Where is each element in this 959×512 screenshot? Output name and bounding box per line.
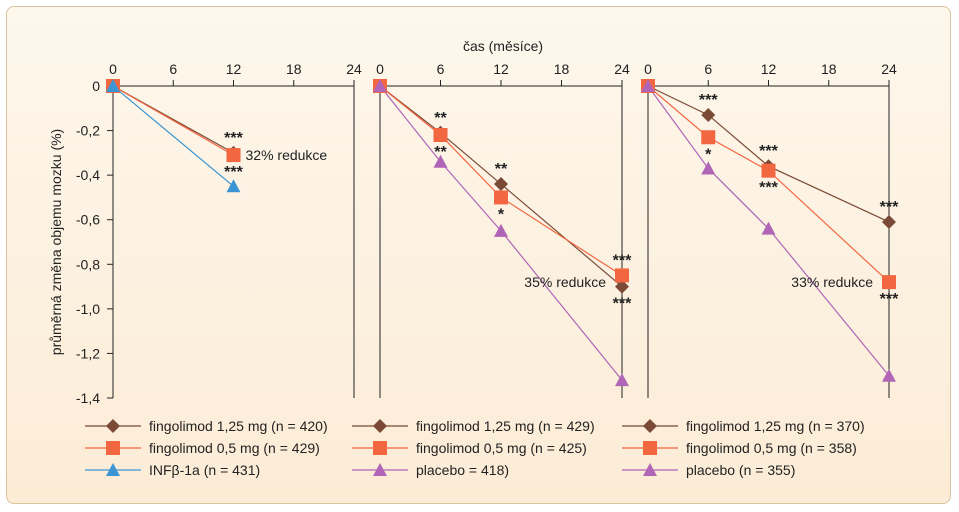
x-tick-label: 12 (226, 61, 242, 77)
y-tick-label: -0,8 (76, 256, 100, 272)
legend-marker (106, 441, 120, 455)
series-line (112, 85, 234, 187)
chart-frame (6, 6, 951, 504)
significance-label: *** (224, 130, 243, 147)
legend-marker (373, 419, 387, 433)
legend-marker (106, 463, 120, 476)
x-tick-label: 6 (437, 61, 445, 77)
data-point (701, 161, 716, 175)
x-tick-label: 18 (286, 61, 302, 77)
data-point (761, 221, 776, 235)
series-line (379, 85, 623, 276)
data-point (494, 190, 508, 205)
data-point (761, 163, 776, 178)
significance-label: *** (759, 143, 778, 160)
x-tick-label: 12 (761, 61, 777, 77)
significance-label: *** (759, 180, 778, 197)
reduction-annotation: 32% redukce (246, 147, 328, 163)
x-tick-label: 24 (346, 61, 362, 77)
legend-marker (373, 463, 387, 476)
series-line (379, 85, 623, 381)
significance-label: ** (434, 110, 447, 127)
significance-label: ** (495, 161, 508, 178)
significance-label: * (705, 146, 712, 163)
data-point (373, 79, 387, 92)
data-point (701, 130, 716, 145)
series-line (647, 85, 890, 283)
legend-entry: fingolimod 1,25 mg (n = 370) (686, 418, 865, 434)
reduction-annotation: 33% redukce (791, 274, 873, 290)
x-tick-label: 24 (614, 61, 630, 77)
data-point (882, 368, 896, 382)
legend-entry: placebo (n = 355) (686, 462, 795, 478)
x-tick-label: 24 (881, 61, 897, 77)
x-tick-label: 18 (554, 61, 570, 77)
data-point (433, 154, 448, 168)
reduction-annotation: 35% redukce (524, 274, 606, 290)
data-point (226, 148, 241, 163)
legend-marker (643, 463, 657, 476)
significance-label: *** (613, 296, 632, 313)
series-line (647, 85, 890, 377)
significance-label: *** (880, 291, 899, 308)
x-tick-label: 6 (704, 61, 712, 77)
legend-entry: fingolimod 1,25 mg (n = 429) (416, 418, 595, 434)
data-point (433, 128, 448, 143)
y-tick-label: -0,4 (76, 167, 100, 183)
y-axis-label: průměrná změna objemu mozku (%) (48, 129, 64, 355)
legend-marker (373, 441, 387, 455)
series-line (379, 85, 623, 288)
data-point (494, 223, 508, 237)
significance-label: ** (434, 144, 447, 161)
legend-marker (106, 419, 120, 433)
x-tick-label: 0 (109, 61, 117, 77)
data-point (882, 275, 896, 290)
significance-label: *** (224, 164, 243, 181)
legend-entry: fingolimod 1,25 mg (n = 420) (149, 418, 328, 434)
x-tick-label: 6 (169, 61, 177, 77)
y-tick-label: -0,6 (76, 212, 100, 228)
data-point (641, 79, 655, 92)
y-tick-label: -1,0 (76, 301, 100, 317)
legend-entry: fingolimod 0,5 mg (n = 425) (416, 440, 587, 456)
data-point (106, 79, 120, 92)
series-line (647, 85, 890, 223)
legend-entry: fingolimod 0,5 mg (n = 358) (686, 440, 857, 456)
significance-label: * (498, 206, 505, 223)
x-tick-label: 18 (821, 61, 837, 77)
x-tick-label: 0 (644, 61, 652, 77)
data-point (494, 177, 508, 192)
significance-label: *** (880, 199, 899, 216)
y-tick-label: 0 (92, 78, 100, 94)
series-line (112, 85, 234, 156)
legend-marker (643, 441, 657, 455)
legend-entry: placebo = 418) (416, 462, 509, 478)
data-point (226, 179, 241, 193)
x-tick-label: 0 (376, 61, 384, 77)
x-tick-label: 12 (493, 61, 509, 77)
y-tick-label: -1,2 (76, 345, 100, 361)
significance-label: *** (699, 92, 718, 109)
data-point (882, 214, 896, 229)
legend-marker (643, 419, 657, 433)
data-point (615, 279, 629, 294)
legend-entry: INFβ-1a (n = 431) (149, 462, 260, 478)
legend-entry: fingolimod 0,5 mg (n = 429) (149, 440, 320, 456)
x-axis-label: čas (měsíce) (463, 38, 543, 54)
significance-label: *** (613, 252, 632, 269)
y-tick-label: -0,2 (76, 123, 100, 139)
data-point (615, 373, 629, 387)
data-point (615, 268, 629, 283)
data-point (701, 107, 716, 122)
y-tick-label: -1,4 (76, 390, 100, 406)
